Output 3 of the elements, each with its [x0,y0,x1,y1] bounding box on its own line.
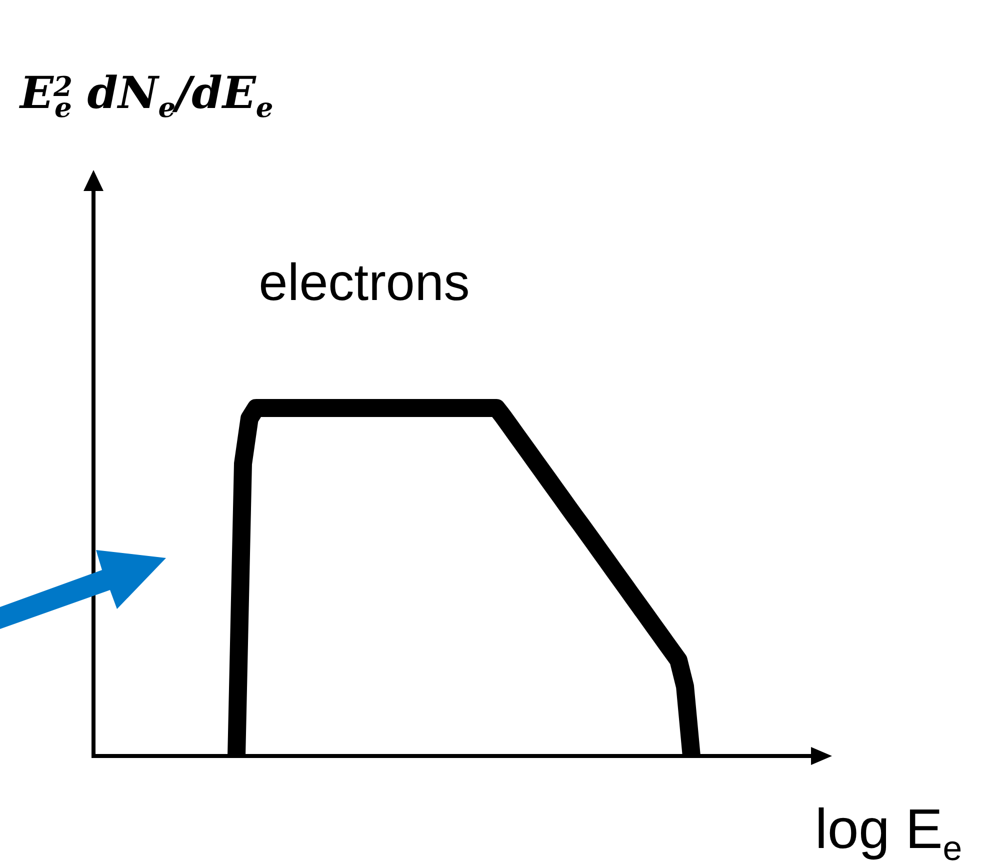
series-label: electrons [258,254,470,312]
x-axis-title: log E$_{e}$ [815,797,962,863]
text: E$^{2}$$_{e}$ dN$_{e}$/dE$_{e}$ [18,68,274,124]
